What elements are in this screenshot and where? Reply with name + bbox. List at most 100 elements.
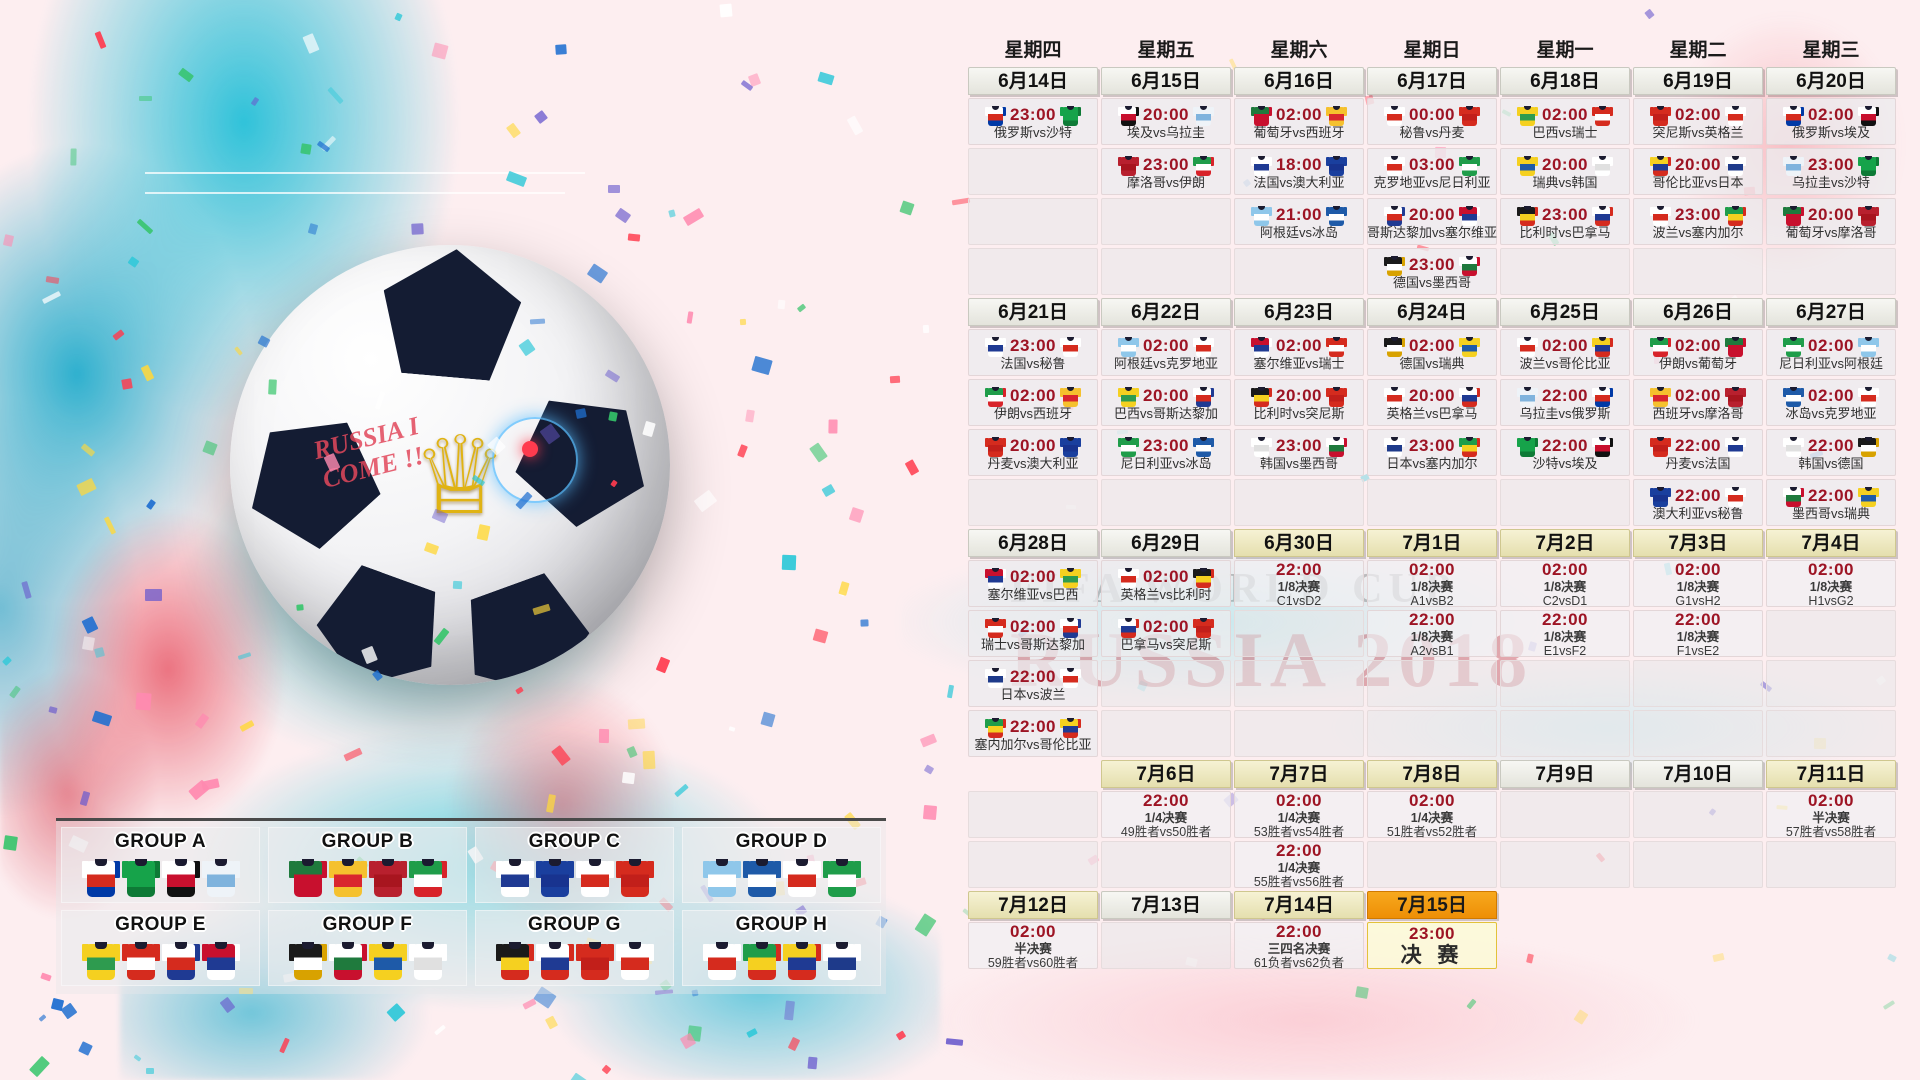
date-header[interactable]: 7月13日	[1101, 891, 1231, 919]
match-card[interactable]: 22:00 丹麦vs法国	[1633, 429, 1763, 476]
match-card[interactable]: 02:00 瑞士vs哥斯达黎加	[968, 610, 1098, 657]
match-card[interactable]: 22:00 沙特vs埃及	[1500, 429, 1630, 476]
match-card[interactable]: 03:00 克罗地亚vs尼日利亚	[1367, 148, 1497, 195]
date-header[interactable]: 6月18日	[1500, 67, 1630, 95]
group-card[interactable]: GROUP E	[61, 910, 260, 986]
knockout-match-card[interactable]: 22:00 1/8决赛 C1vsD2	[1234, 560, 1364, 608]
date-header[interactable]: 7月12日	[968, 891, 1098, 919]
knockout-match-card[interactable]: 02:00 1/4决赛 53胜者vs54胜者	[1234, 791, 1364, 839]
match-card[interactable]: 02:00 伊朗vs西班牙	[968, 379, 1098, 426]
match-card[interactable]: 22:00 韩国vs德国	[1766, 429, 1896, 476]
match-card[interactable]: 20:00 丹麦vs澳大利亚	[968, 429, 1098, 476]
date-header[interactable]: 6月15日	[1101, 67, 1231, 95]
match-card[interactable]: 22:00 乌拉圭vs俄罗斯	[1500, 379, 1630, 426]
date-header[interactable]: 7月3日	[1633, 529, 1763, 557]
date-header[interactable]: 7月11日	[1766, 760, 1896, 788]
knockout-match-card[interactable]: 02:00 1/8决赛 H1vsG2	[1766, 560, 1896, 608]
knockout-match-card[interactable]: 02:00 1/8决赛 G1vsH2	[1633, 560, 1763, 608]
match-card[interactable]: 02:00 巴拿马vs突尼斯	[1101, 610, 1231, 657]
knockout-match-card[interactable]: 22:00 1/8决赛 A2vsB1	[1367, 610, 1497, 658]
date-header[interactable]: 6月19日	[1633, 67, 1763, 95]
match-card[interactable]: 20:00 比利时vs突尼斯	[1234, 379, 1364, 426]
match-card[interactable]: 23:00 乌拉圭vs沙特	[1766, 148, 1896, 195]
date-header[interactable]: 6月20日	[1766, 67, 1896, 95]
knockout-match-card[interactable]: 22:00 1/8决赛 E1vsF2	[1500, 610, 1630, 658]
date-header[interactable]: 7月6日	[1101, 760, 1231, 788]
knockout-match-card[interactable]: 02:00 1/4决赛 51胜者vs52胜者	[1367, 791, 1497, 839]
match-card[interactable]: 23:00 俄罗斯vs沙特	[968, 98, 1098, 145]
match-card[interactable]: 02:00 尼日利亚vs阿根廷	[1766, 329, 1896, 376]
knockout-match-card[interactable]: 22:00 1/4决赛 49胜者vs50胜者	[1101, 791, 1231, 839]
match-card[interactable]: 23:00 日本vs塞内加尔	[1367, 429, 1497, 476]
date-header[interactable]: 6月23日	[1234, 298, 1364, 326]
group-card[interactable]: GROUP C	[475, 827, 674, 903]
match-card[interactable]: 02:00 突尼斯vs英格兰	[1633, 98, 1763, 145]
date-header[interactable]: 7月14日	[1234, 891, 1364, 919]
match-card[interactable]: 18:00 法国vs澳大利亚	[1234, 148, 1364, 195]
final-match-card[interactable]: 23:00 决 赛	[1367, 922, 1497, 969]
match-card[interactable]: 22:00 塞内加尔vs哥伦比亚	[968, 710, 1098, 757]
date-header[interactable]: 6月22日	[1101, 298, 1231, 326]
date-header[interactable]: 7月15日	[1367, 891, 1497, 919]
match-card[interactable]: 00:00 秘鲁vs丹麦	[1367, 98, 1497, 145]
date-header[interactable]: 6月26日	[1633, 298, 1763, 326]
match-card[interactable]: 02:00 冰岛vs克罗地亚	[1766, 379, 1896, 426]
match-card[interactable]: 23:00 法国vs秘鲁	[968, 329, 1098, 376]
date-header[interactable]: 7月10日	[1633, 760, 1763, 788]
match-card[interactable]: 23:00 韩国vs墨西哥	[1234, 429, 1364, 476]
group-card[interactable]: GROUP D	[682, 827, 881, 903]
date-header[interactable]: 6月16日	[1234, 67, 1364, 95]
date-header[interactable]: 7月4日	[1766, 529, 1896, 557]
match-card[interactable]: 02:00 西班牙vs摩洛哥	[1633, 379, 1763, 426]
match-card[interactable]: 02:00 巴西vs瑞士	[1500, 98, 1630, 145]
group-card[interactable]: GROUP B	[268, 827, 467, 903]
match-card[interactable]: 02:00 塞尔维亚vs巴西	[968, 560, 1098, 607]
match-card[interactable]: 20:00 哥伦比亚vs日本	[1633, 148, 1763, 195]
match-card[interactable]: 23:00 波兰vs塞内加尔	[1633, 198, 1763, 245]
match-card[interactable]: 23:00 德国vs墨西哥	[1367, 248, 1497, 295]
match-card[interactable]: 20:00 埃及vs乌拉圭	[1101, 98, 1231, 145]
date-header[interactable]: 6月21日	[968, 298, 1098, 326]
date-header[interactable]: 7月8日	[1367, 760, 1497, 788]
date-header[interactable]: 7月9日	[1500, 760, 1630, 788]
date-header[interactable]: 6月17日	[1367, 67, 1497, 95]
match-card[interactable]: 02:00 塞尔维亚vs瑞士	[1234, 329, 1364, 376]
match-card[interactable]: 23:00 摩洛哥vs伊朗	[1101, 148, 1231, 195]
date-header[interactable]: 6月14日	[968, 67, 1098, 95]
match-card[interactable]: 02:00 波兰vs哥伦比亚	[1500, 329, 1630, 376]
group-card[interactable]: GROUP G	[475, 910, 674, 986]
group-card[interactable]: GROUP H	[682, 910, 881, 986]
group-card[interactable]: GROUP F	[268, 910, 467, 986]
match-card[interactable]: 23:00 比利时vs巴拿马	[1500, 198, 1630, 245]
date-header[interactable]: 6月24日	[1367, 298, 1497, 326]
date-header[interactable]: 6月29日	[1101, 529, 1231, 557]
date-header[interactable]: 6月27日	[1766, 298, 1896, 326]
knockout-match-card[interactable]: 22:00 三四名决赛 61负者vs62负者	[1234, 922, 1364, 970]
knockout-match-card[interactable]: 02:00 半决赛 57胜者vs58胜者	[1766, 791, 1896, 839]
knockout-match-card[interactable]: 02:00 1/8决赛 A1vsB2	[1367, 560, 1497, 608]
match-card[interactable]: 02:00 伊朗vs葡萄牙	[1633, 329, 1763, 376]
match-card[interactable]: 02:00 德国vs瑞典	[1367, 329, 1497, 376]
match-card[interactable]: 02:00 英格兰vs比利时	[1101, 560, 1231, 607]
match-card[interactable]: 20:00 瑞典vs韩国	[1500, 148, 1630, 195]
date-header[interactable]: 7月2日	[1500, 529, 1630, 557]
date-header[interactable]: 6月25日	[1500, 298, 1630, 326]
match-card[interactable]: 02:00 阿根廷vs克罗地亚	[1101, 329, 1231, 376]
match-card[interactable]: 20:00 巴西vs哥斯达黎加	[1101, 379, 1231, 426]
date-header[interactable]: 6月30日	[1234, 529, 1364, 557]
match-card[interactable]: 02:00 俄罗斯vs埃及	[1766, 98, 1896, 145]
match-card[interactable]: 22:00 澳大利亚vs秘鲁	[1633, 479, 1763, 526]
date-header[interactable]: 6月28日	[968, 529, 1098, 557]
match-card[interactable]: 23:00 尼日利亚vs冰岛	[1101, 429, 1231, 476]
knockout-match-card[interactable]: 02:00 半决赛 59胜者vs60胜者	[968, 922, 1098, 970]
match-card[interactable]: 22:00 墨西哥vs瑞典	[1766, 479, 1896, 526]
match-card[interactable]: 20:00 哥斯达黎加vs塞尔维亚	[1367, 198, 1497, 245]
match-card[interactable]: 20:00 英格兰vs巴拿马	[1367, 379, 1497, 426]
group-card[interactable]: GROUP A	[61, 827, 260, 903]
knockout-match-card[interactable]: 02:00 1/8决赛 C2vsD1	[1500, 560, 1630, 608]
date-header[interactable]: 7月1日	[1367, 529, 1497, 557]
match-card[interactable]: 20:00 葡萄牙vs摩洛哥	[1766, 198, 1896, 245]
match-card[interactable]: 22:00 日本vs波兰	[968, 660, 1098, 707]
knockout-match-card[interactable]: 22:00 1/4决赛 55胜者vs56胜者	[1234, 841, 1364, 889]
date-header[interactable]: 7月7日	[1234, 760, 1364, 788]
